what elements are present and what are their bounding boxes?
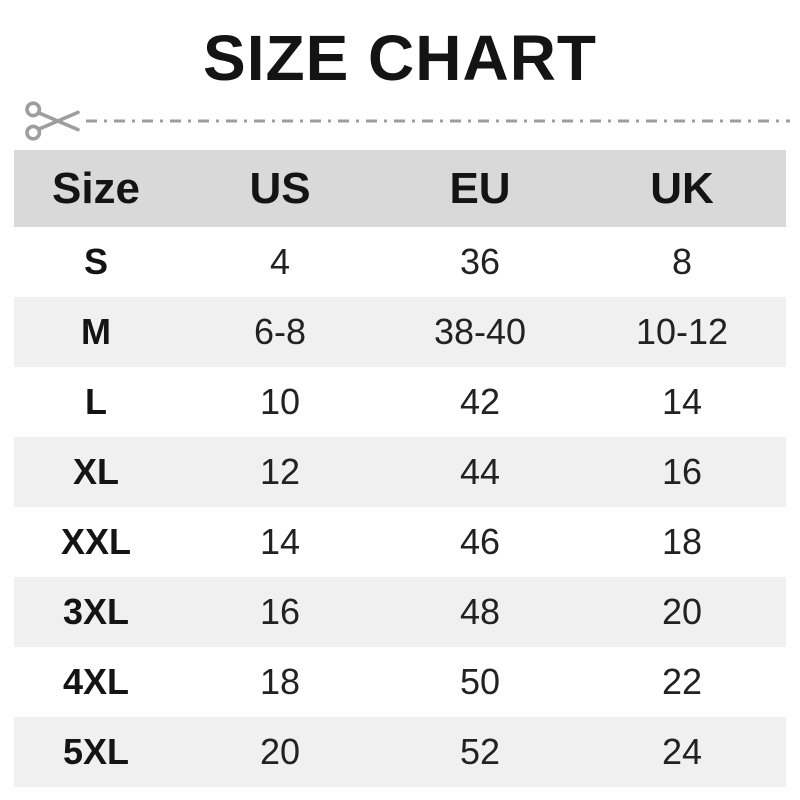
- size-chart-page: SIZE CHART Size US EU UK S 4 36 8 M 6-8 3: [0, 22, 800, 800]
- size-cell: XXL: [60, 521, 131, 562]
- page-title: SIZE CHART: [203, 22, 597, 94]
- eu-cell: 36: [459, 241, 501, 282]
- eu-cell: 50: [459, 661, 501, 702]
- us-cell: 10: [259, 381, 301, 422]
- size-cell: XL: [72, 451, 119, 492]
- us-cell: 16: [259, 591, 301, 632]
- size-cell: M: [81, 311, 111, 352]
- header-us: US: [249, 163, 311, 213]
- table-row: 4XL 18 50 22: [14, 647, 786, 717]
- uk-cell: 22: [661, 661, 703, 702]
- table-row: 3XL 16 48 20: [14, 577, 786, 647]
- header-eu: EU: [449, 163, 511, 213]
- table-row: XXL 14 46 18: [14, 507, 786, 577]
- eu-cell: 38-40: [433, 311, 527, 352]
- uk-cell: 18: [661, 521, 703, 562]
- us-cell: 20: [259, 731, 301, 772]
- size-chart-table: Size US EU UK S 4 36 8 M 6-8 38-40 10-12 L 10 42 14…: [14, 150, 786, 787]
- uk-cell: 16: [661, 451, 703, 492]
- eu-cell: 46: [459, 521, 501, 562]
- table-row: M 6-8 38-40 10-12: [14, 297, 786, 367]
- cut-line: [0, 98, 800, 144]
- eu-cell: 44: [459, 451, 501, 492]
- header-uk: UK: [650, 163, 714, 213]
- uk-cell: 24: [661, 731, 703, 772]
- uk-cell: 8: [671, 241, 693, 282]
- us-cell: 12: [259, 451, 301, 492]
- header-row: Size US EU UK: [14, 150, 786, 227]
- table-row: 5XL 20 52 24: [14, 717, 786, 787]
- size-cell: 4XL: [62, 661, 130, 702]
- eu-cell: 42: [459, 381, 501, 422]
- uk-cell: 10-12: [635, 311, 729, 352]
- table-row: XL 12 44 16: [14, 437, 786, 507]
- us-cell: 14: [259, 521, 301, 562]
- size-cell: 3XL: [62, 591, 130, 632]
- scissors-strokes: [25, 101, 80, 141]
- us-cell: 6-8: [253, 311, 307, 352]
- size-cell: 5XL: [62, 731, 130, 772]
- table-row: S 4 36 8: [14, 227, 786, 297]
- table-header: Size US EU UK: [14, 150, 786, 227]
- header-size: Size: [51, 163, 141, 213]
- scissors-icon: [25, 101, 80, 141]
- uk-cell: 14: [661, 381, 703, 422]
- us-cell: 4: [269, 241, 291, 282]
- size-cell: L: [85, 381, 107, 422]
- size-cell: S: [83, 241, 108, 282]
- dashed-cut-line: [86, 119, 790, 123]
- eu-cell: 48: [459, 591, 501, 632]
- eu-cell: 52: [459, 731, 501, 772]
- uk-cell: 20: [661, 591, 703, 632]
- table-body: S 4 36 8 M 6-8 38-40 10-12 L 10 42 14 XL 12 44 16 XXL 14 4…: [14, 227, 786, 787]
- table-row: L 10 42 14: [14, 367, 786, 437]
- us-cell: 18: [259, 661, 301, 702]
